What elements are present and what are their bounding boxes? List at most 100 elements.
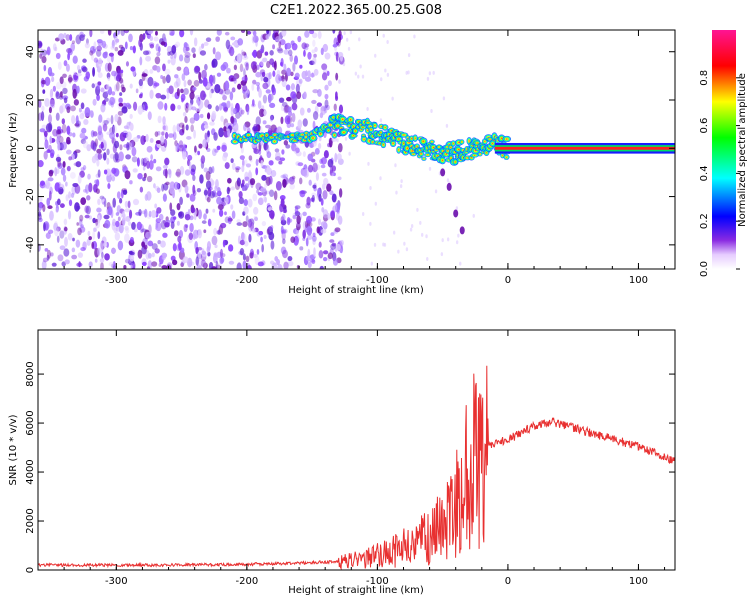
heatmap-noise-cell <box>117 69 121 80</box>
heatmap-noise-cell <box>232 107 238 115</box>
heatmap-noise-cell <box>302 237 306 242</box>
heatmap-noise-cell <box>170 221 175 229</box>
heatmap-noise-cell <box>54 221 58 226</box>
heatmap-noise-cell <box>101 251 104 259</box>
heatmap-noise-cell <box>147 252 152 259</box>
heatmap-noise-cell <box>142 33 146 40</box>
heatmap-noise-cell <box>38 160 44 168</box>
heatmap-noise-cell <box>149 35 154 42</box>
heatmap-noise-cell <box>280 174 287 179</box>
heatmap-noise-cell <box>252 64 258 73</box>
heatmap-noise-cell <box>75 115 79 125</box>
heatmap-noise-cell <box>38 202 43 212</box>
heatmap-noise-cell <box>248 155 253 161</box>
heatmap-noise-cell <box>62 160 66 168</box>
heatmap-noise-cell <box>102 123 108 132</box>
heatmap-noise-cell <box>43 64 47 72</box>
heatmap-noise-cell <box>245 62 249 71</box>
heatmap-noise-cell <box>455 206 459 211</box>
heatmap-noise-cell <box>194 95 201 100</box>
heatmap-noise-cell <box>379 176 382 181</box>
heatmap-noise-cell <box>253 206 259 215</box>
heatmap-noise-cell <box>336 153 342 161</box>
heatmap-noise-cell <box>280 116 284 125</box>
heatmap-noise-cell <box>334 202 341 213</box>
heatmap-noise-cell <box>118 102 124 107</box>
heatmap-noise-cell <box>281 149 285 155</box>
heatmap-noise-cell <box>359 64 362 69</box>
heatmap-noise-cell <box>131 146 137 157</box>
heatmap-noise-cell <box>122 211 126 216</box>
heatmap-noise-cell <box>369 186 372 191</box>
heatmap-noise-cell <box>331 242 337 247</box>
heatmap-noise-cell <box>164 157 170 166</box>
heatmap-noise-cell <box>50 152 54 159</box>
heatmap-noise-cell <box>59 245 66 251</box>
snr-y-label: SNR (10 * v/v) <box>8 414 19 485</box>
heatmap-noise-cell <box>247 218 253 228</box>
heatmap-noise-cell <box>116 204 121 214</box>
heatmap-noise-cell <box>266 203 271 208</box>
heatmap-noise-cell <box>338 188 343 198</box>
heatmap-noise-cell <box>191 47 196 54</box>
heatmap-noise-cell <box>80 102 85 110</box>
heatmap-noise-cell <box>122 130 128 136</box>
colorbar-tick-label: 0.0 <box>699 261 710 277</box>
heatmap-noise-cell <box>299 64 303 69</box>
heatmap-noise-cell <box>136 157 140 167</box>
heatmap-noise-cell <box>203 189 208 196</box>
heatmap-noise-cell <box>268 160 274 166</box>
heatmap-noise-cell <box>174 143 179 153</box>
heatmap-noise-cell <box>139 56 143 66</box>
heatmap-noise-cell <box>106 148 110 156</box>
heatmap-noise-cell <box>148 210 152 218</box>
heatmap-noise-cell <box>56 129 62 135</box>
heatmap-noise-cell <box>291 42 298 51</box>
heatmap-noise-cell <box>160 74 164 80</box>
heatmap-signal-cell <box>470 153 479 158</box>
heatmap-noise-cell <box>426 76 430 81</box>
heatmap-noise-cell <box>120 84 125 89</box>
heatmap-noise-cell <box>304 76 312 82</box>
heatmap-noise-cell <box>96 148 102 154</box>
snr-x-ticks: -300 -200 -100 0 100 <box>37 330 666 587</box>
heatmap-noise-cell <box>283 49 290 55</box>
heatmap-noise-cell <box>73 162 79 167</box>
heatmap-noise-cell <box>220 222 227 229</box>
heatmap-noise-cell <box>224 162 230 170</box>
heatmap-y-label: Frequency (Hz) <box>8 112 19 188</box>
heatmap-noise-cell <box>66 48 72 54</box>
heatmap-noise-cell <box>76 64 81 71</box>
heatmap-noise-cell <box>227 128 231 138</box>
heatmap-noise-cell <box>224 80 230 91</box>
heatmap-noise-cell <box>315 172 319 181</box>
heatmap-branch-cell <box>446 182 452 191</box>
heatmap-noise-cell <box>306 107 311 113</box>
heatmap-noise-cell <box>124 170 131 180</box>
heatmap-noise-cell <box>383 242 387 247</box>
heatmap-noise-cell <box>318 241 322 248</box>
heatmap-noise-cell <box>302 211 307 217</box>
heatmap-noise-cell <box>348 151 351 156</box>
heatmap-noise-cell <box>275 36 282 42</box>
heatmap-noise-cell <box>65 63 70 72</box>
heatmap-noise-cell <box>152 80 158 89</box>
snr-y-tick-label: 8000 <box>25 361 36 386</box>
heatmap-noise-cell <box>118 77 124 84</box>
heatmap-noise-cell <box>63 226 68 232</box>
heatmap-noise-cell <box>111 91 116 96</box>
heatmap-noise-cell <box>50 97 55 108</box>
heatmap-noise-cell <box>179 196 183 206</box>
heatmap-signal-cell <box>439 156 446 165</box>
heatmap-noise-cell <box>237 38 244 46</box>
heatmap-noise-cell <box>324 93 329 100</box>
heatmap-noise-cell <box>96 94 100 101</box>
heatmap-noise-cell <box>316 226 320 234</box>
heatmap-noise-cell <box>207 251 211 257</box>
heatmap-noise-cell <box>276 126 283 135</box>
heatmap-noise-cell <box>68 156 73 161</box>
heatmap-noise-cell <box>187 208 191 216</box>
heatmap-noise-cell <box>44 98 50 107</box>
heatmap-noise-cell <box>138 38 143 48</box>
